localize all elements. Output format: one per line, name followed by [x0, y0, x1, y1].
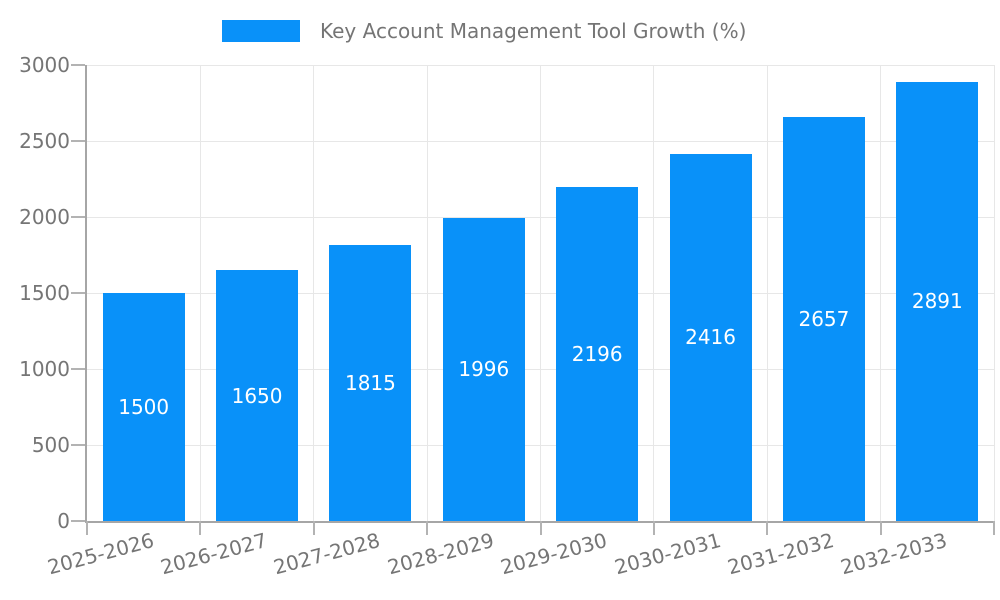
bar-value-label: 2657	[798, 307, 850, 332]
chart-legend: Key Account Management Tool Growth (%)	[222, 19, 747, 43]
y-tick-mark	[71, 520, 85, 522]
bar-value-label: 2891	[911, 289, 963, 314]
bar: 1650	[216, 270, 299, 521]
y-tick-mark	[71, 140, 85, 142]
y-tick-label: 0	[57, 509, 70, 533]
y-tick-mark	[71, 368, 85, 370]
y-tick-mark	[71, 292, 85, 294]
bar: 2657	[782, 117, 865, 521]
x-tick-mark	[86, 521, 88, 535]
y-tick-label: 500	[31, 433, 70, 457]
x-tick-mark	[879, 521, 882, 535]
legend-series-label: Key Account Management Tool Growth (%)	[320, 19, 747, 43]
x-gridline	[199, 65, 201, 521]
bar-value-label: 2196	[571, 342, 623, 367]
x-gridline	[653, 65, 655, 521]
plot-area: 0 500 1000 1500 2000 2500 3000 1500 2025-2026 165…	[19, 53, 995, 579]
legend-color-swatch	[222, 20, 300, 42]
x-tick-mark	[993, 521, 995, 535]
x-gridline	[426, 65, 428, 521]
y-tick-label: 1500	[19, 281, 70, 305]
bar-value-label: 1815	[344, 371, 396, 396]
bar: 1815	[329, 245, 412, 521]
bar-value-label: 1500	[118, 395, 170, 419]
y-tick-mark	[71, 64, 85, 66]
y-tick-label: 2500	[19, 129, 70, 153]
x-tick-mark	[539, 521, 542, 535]
bar: 1996	[442, 217, 525, 521]
bar-value-label: 1650	[231, 383, 283, 408]
bar-value-label: 2416	[685, 325, 737, 350]
y-tick-label: 1000	[19, 357, 70, 381]
y-tick-mark	[71, 216, 85, 218]
x-gridline	[540, 65, 541, 521]
bar: 2891	[896, 81, 979, 521]
y-tick-label: 3000	[19, 53, 70, 77]
x-tick-mark	[199, 521, 202, 535]
x-tick-mark	[312, 521, 315, 535]
x-gridline	[993, 65, 995, 521]
y-tick-mark	[71, 444, 85, 446]
x-tick-mark	[426, 521, 429, 535]
x-gridline	[880, 65, 882, 521]
bar: 1500	[102, 293, 185, 521]
bar: 2196	[556, 187, 639, 521]
bar: 2416	[669, 153, 752, 521]
x-tick-mark	[766, 521, 769, 535]
bar-value-label: 1996	[458, 357, 510, 382]
x-gridline	[766, 65, 768, 521]
x-gridline	[313, 65, 315, 521]
x-tick-mark	[652, 521, 655, 535]
y-tick-label: 2000	[19, 205, 70, 229]
